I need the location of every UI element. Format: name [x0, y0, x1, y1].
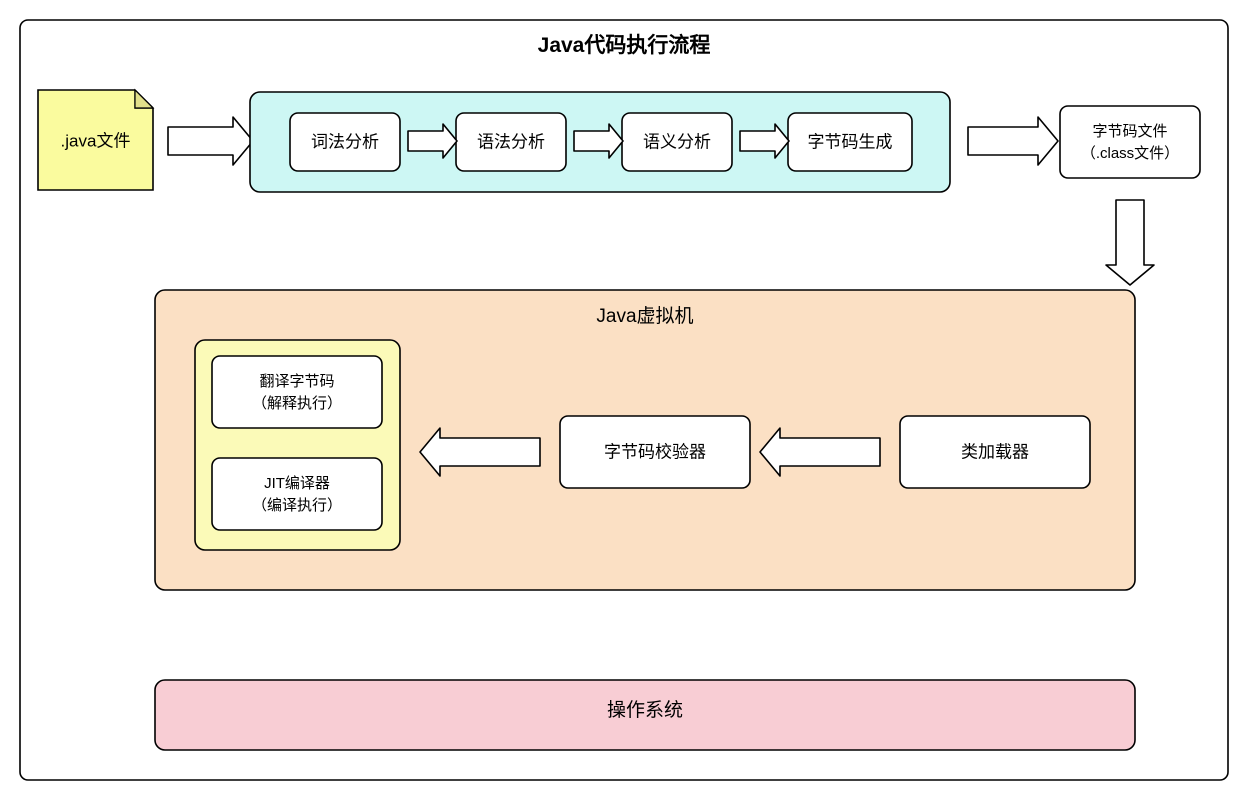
- java-file-label: .java文件: [61, 131, 131, 150]
- interpreter-node: [212, 356, 382, 428]
- jvm-title: Java虚拟机: [596, 305, 693, 327]
- compile-step-label-0: 词法分析: [311, 132, 379, 151]
- bytecode-file-label-1: 字节码文件: [1092, 123, 1167, 140]
- diagram-canvas: Java代码执行流程 .java文件 词法分析 语法分析 语义分析 字节码生成 字节码文件 （…: [0, 0, 1248, 800]
- compile-step-label-2: 语义分析: [643, 132, 711, 151]
- classloader-label: 类加载器: [961, 442, 1029, 461]
- os-label: 操作系统: [607, 699, 683, 721]
- jit-node: [212, 458, 382, 530]
- interpreter-label-1: 翻译字节码: [259, 373, 334, 390]
- bytecode-file-label-2: （.class文件）: [1081, 145, 1179, 162]
- interpreter-label-2: （解释执行）: [252, 395, 342, 412]
- compile-step-label-3: 字节码生成: [808, 132, 893, 151]
- bytecode-file-node: [1060, 106, 1200, 178]
- jit-label-1: JIT编译器: [264, 475, 330, 492]
- jit-label-2: （编译执行）: [252, 497, 342, 514]
- diagram-title: Java代码执行流程: [538, 33, 711, 57]
- compile-step-label-1: 语法分析: [477, 132, 545, 151]
- verifier-label: 字节码校验器: [604, 442, 706, 461]
